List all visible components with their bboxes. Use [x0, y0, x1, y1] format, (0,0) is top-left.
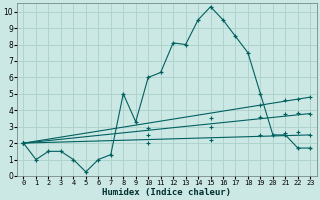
X-axis label: Humidex (Indice chaleur): Humidex (Indice chaleur) [102, 188, 231, 197]
